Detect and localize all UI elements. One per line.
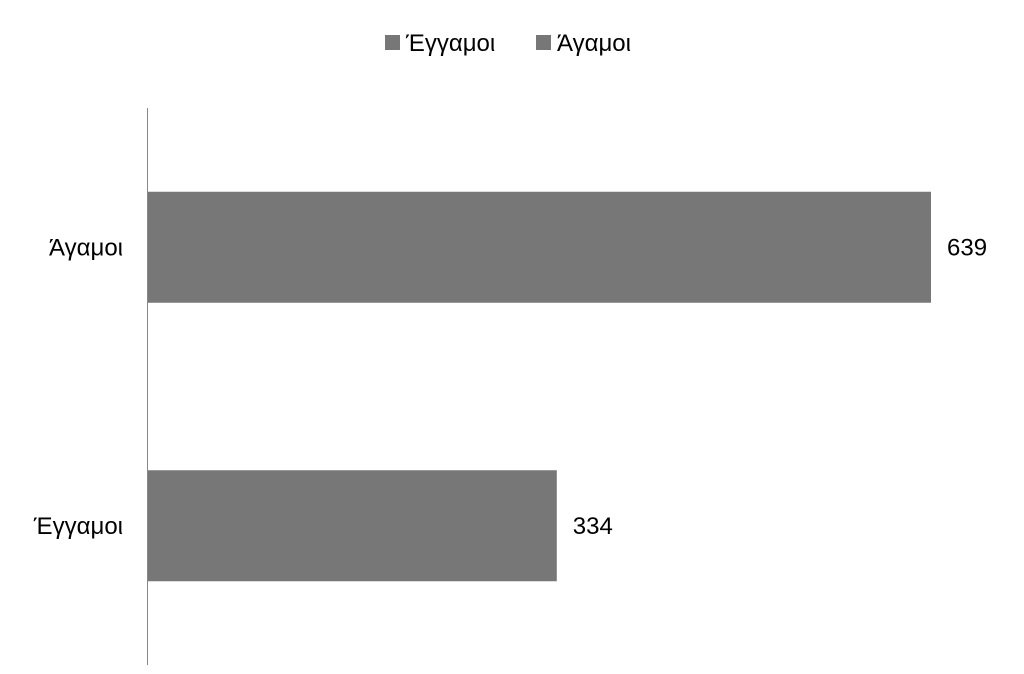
data-label-1: 639: [947, 234, 987, 261]
bars-group: [147, 191, 931, 582]
bar-0: [147, 470, 557, 582]
data-label-0: 334: [573, 513, 613, 540]
category-label-1: Άγαμοι: [49, 234, 123, 261]
legend-swatch-married: [385, 35, 400, 50]
legend-swatch-unmarried: [536, 35, 551, 50]
legend-label-married: Έγγαμοι: [405, 30, 495, 57]
category-label-0: Έγγαμοι: [33, 513, 123, 540]
data-labels: 334 639: [573, 234, 987, 540]
legend: Έγγαμοι Άγαμοι: [385, 30, 631, 57]
legend-label-unmarried: Άγαμοι: [557, 30, 631, 57]
category-labels: Έγγαμοι Άγαμοι: [33, 234, 123, 540]
bar-1: [147, 191, 931, 303]
